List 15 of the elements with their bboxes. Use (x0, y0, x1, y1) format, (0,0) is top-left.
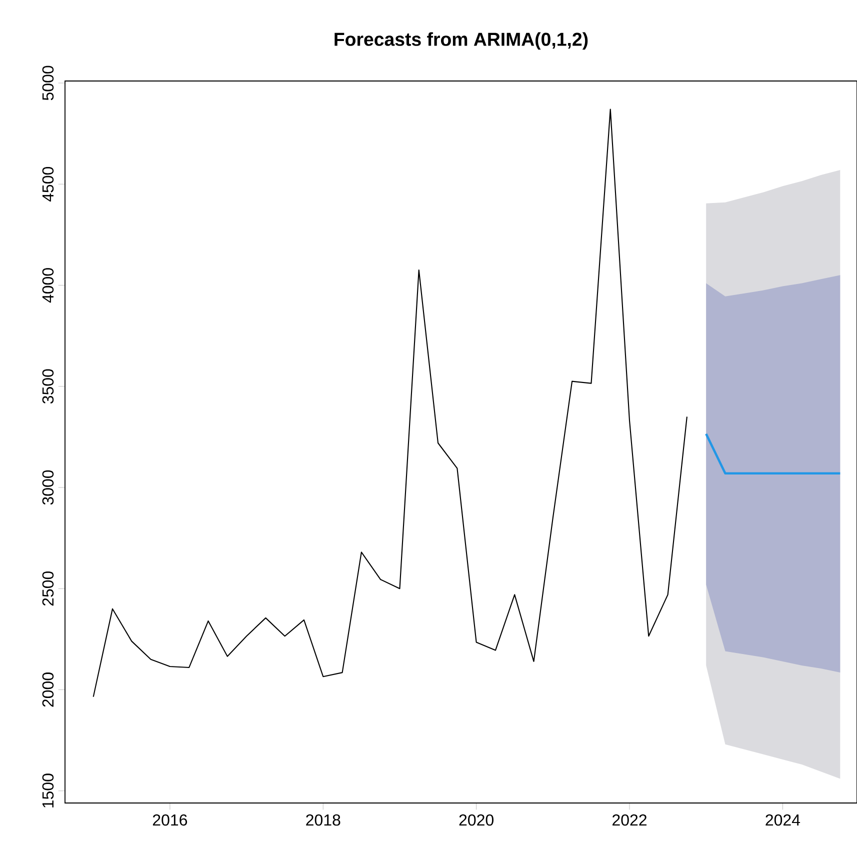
x-tick-label: 2020 (459, 814, 494, 826)
x-tick-label: 2018 (306, 814, 340, 826)
y-tick-label: 4500 (42, 166, 54, 202)
y-tick-label: 5000 (42, 66, 54, 100)
line-series (92, 108, 688, 698)
x-tick-label: 2016 (152, 814, 188, 826)
y-tick-label: 1500 (42, 774, 54, 808)
chart-title: Forecasts from ARIMA(0,1,2) (334, 32, 588, 50)
y-tick-label: 2500 (42, 571, 54, 606)
y-tick-label: 2000 (42, 672, 54, 707)
y-tick-label: 4000 (42, 268, 54, 303)
y-tick-label: 3000 (42, 470, 54, 505)
x-tick-label: 2022 (612, 814, 646, 826)
x-tick-label: 2024 (766, 814, 800, 826)
y-tick-label: 3500 (42, 369, 54, 404)
